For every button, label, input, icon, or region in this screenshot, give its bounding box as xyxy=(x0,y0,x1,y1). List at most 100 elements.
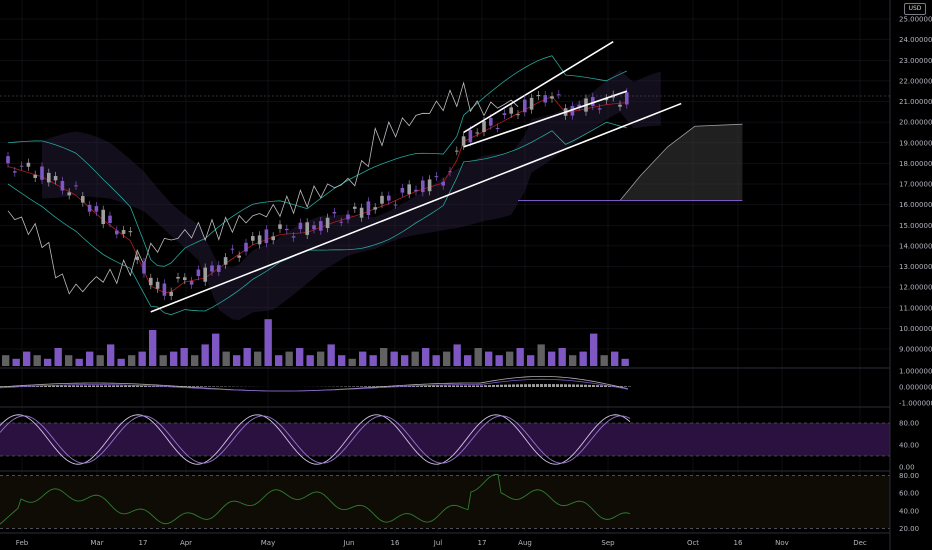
candle-body xyxy=(264,229,269,244)
volume-bar xyxy=(516,348,524,366)
candle-body xyxy=(271,236,275,241)
macd-histogram-bar xyxy=(464,385,467,387)
price-tick-label: 25.000000 xyxy=(899,16,932,24)
candle-body xyxy=(176,277,180,279)
macd-histogram-bar xyxy=(576,384,579,387)
candle-body xyxy=(618,104,622,107)
macd-histogram-bar xyxy=(524,384,527,387)
volume-bar xyxy=(348,358,356,366)
currency-badge[interactable]: USD xyxy=(904,3,926,15)
stoch-k-line xyxy=(0,414,631,465)
candle-body xyxy=(529,97,534,110)
macd-histogram-bar xyxy=(52,385,55,387)
candle-body xyxy=(489,117,493,126)
candle-body xyxy=(523,99,527,113)
price-tick-label: 15.000000 xyxy=(899,222,932,230)
candle-body xyxy=(298,222,303,230)
time-tick-label: 16 xyxy=(734,539,743,547)
price-tick-label: 18.000000 xyxy=(899,160,932,168)
macd-histogram-bar xyxy=(620,386,623,387)
trendlines[interactable] xyxy=(150,41,682,313)
candle-body xyxy=(101,209,105,225)
macd-histogram-bar xyxy=(128,385,131,387)
macd-histogram-bar xyxy=(424,385,427,387)
time-tick-label: Sep xyxy=(601,539,615,547)
volume-bar xyxy=(65,355,73,366)
candle-body xyxy=(223,257,228,265)
candle-body xyxy=(115,230,119,235)
volume-bar xyxy=(117,358,125,366)
volume-bar xyxy=(579,351,587,366)
macd-histogram-bar xyxy=(372,386,375,387)
macd-histogram-bar xyxy=(392,386,395,387)
price-axis[interactable]: 25.000000 24.000000 23.000000 22.000000 21.0… xyxy=(899,16,932,354)
volume-bar xyxy=(86,351,94,366)
macd-histogram-bar xyxy=(608,385,611,387)
candle-body xyxy=(285,228,289,231)
macd-histogram-bar xyxy=(444,385,447,387)
candle-body xyxy=(210,265,214,272)
macd-histogram-bar xyxy=(144,385,147,387)
volume-bar xyxy=(338,355,346,366)
volume-bar xyxy=(485,351,493,366)
price-tick-label: 16.000000 xyxy=(899,201,932,209)
price-tick-label: 11.000000 xyxy=(899,304,932,312)
macd-histogram-bar xyxy=(196,386,199,387)
macd-histogram-bar xyxy=(360,386,363,387)
macd-histogram-bar xyxy=(56,385,59,387)
macd-histogram-bar xyxy=(580,384,583,387)
macd-histogram-bar xyxy=(584,384,587,387)
price-tick-label: 14.000000 xyxy=(899,242,932,250)
volume-bar xyxy=(33,355,41,366)
time-tick-label: Apr xyxy=(180,539,192,547)
macd-histogram-bar xyxy=(192,386,195,387)
candle-body xyxy=(319,221,323,231)
volume-bar xyxy=(243,348,251,366)
macd-histogram-bar xyxy=(116,385,119,387)
candle-body xyxy=(189,280,194,285)
macd-histogram-bar xyxy=(60,385,63,387)
candle-body xyxy=(543,95,547,103)
trendline[interactable] xyxy=(463,41,614,134)
candle-body xyxy=(495,128,500,130)
volume-bar xyxy=(170,351,178,366)
rsi-tick-label: 80.00 xyxy=(899,472,919,480)
macd-histogram-bar xyxy=(148,385,151,387)
macd-histogram-bar xyxy=(416,385,419,387)
candle-body xyxy=(509,107,513,114)
price-tick-label: 24.000000 xyxy=(899,36,932,44)
macd-histogram-bar xyxy=(500,384,503,387)
volume-bar xyxy=(212,333,220,366)
candle-body xyxy=(346,214,350,220)
macd-histogram-bar xyxy=(76,385,79,387)
volume-bar xyxy=(527,355,535,366)
volume-bar xyxy=(443,351,451,366)
candle-body xyxy=(577,104,581,107)
trendline[interactable] xyxy=(463,90,628,148)
candle-body xyxy=(108,215,112,223)
volume-bar xyxy=(317,351,325,366)
volume-bar xyxy=(296,348,304,366)
candle-body xyxy=(217,265,221,272)
signal-line xyxy=(0,378,629,392)
volume-bar xyxy=(464,355,472,366)
candle-body xyxy=(67,192,71,196)
volume-bar xyxy=(96,355,104,366)
price-tick-label: 17.000000 xyxy=(899,181,932,189)
time-axis[interactable]: Feb Mar 17 Apr May Jun 16 Jul 17 Aug Sep Oct 16 Nov De… xyxy=(16,539,867,547)
macd-histogram-bar xyxy=(428,385,431,387)
volume-bar xyxy=(264,319,272,366)
stoch-band xyxy=(0,423,890,456)
macd-histogram-bar xyxy=(436,385,439,387)
volume-bar xyxy=(149,330,157,366)
volume-bar xyxy=(222,351,230,366)
trendline[interactable] xyxy=(150,102,682,313)
macd-histogram-bar xyxy=(420,385,423,387)
candle-body xyxy=(550,96,554,99)
volume-bar xyxy=(254,351,262,366)
volume-bar xyxy=(359,351,367,366)
candle-body xyxy=(6,156,10,164)
macd-histogram-bar xyxy=(120,385,123,387)
candle-body xyxy=(380,195,384,204)
